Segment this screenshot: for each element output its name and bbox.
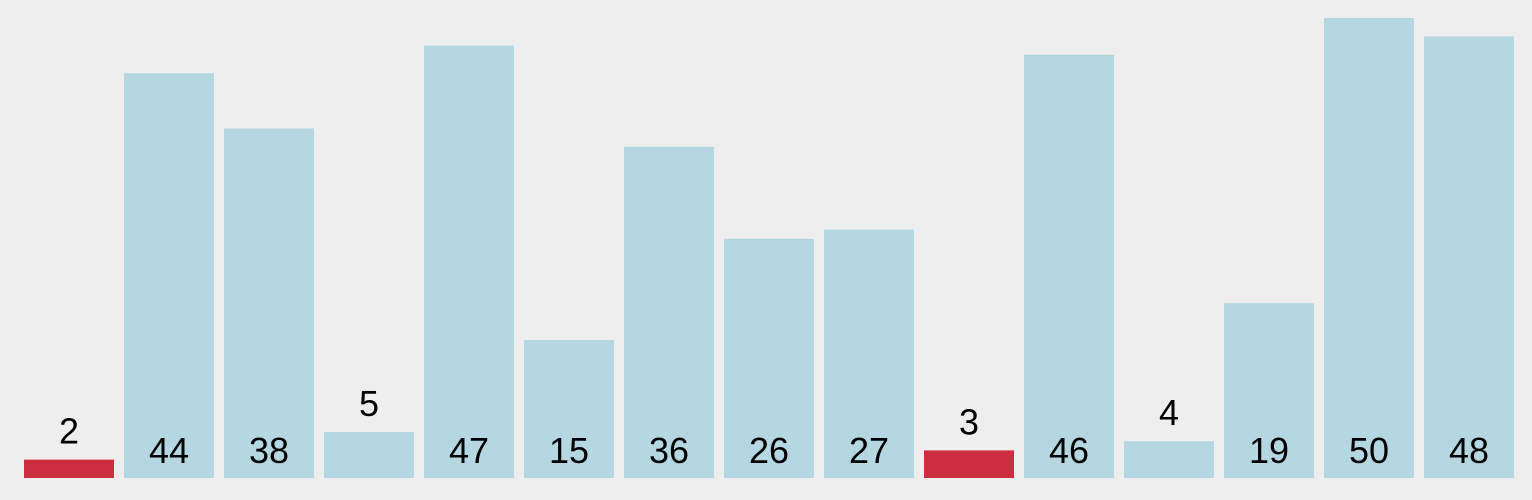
- bar: [524, 340, 614, 478]
- bar-value-label: 2: [59, 411, 79, 452]
- labels-group: 2 44 38 5 47 15 36 26 27 3 46 4 19 50 48: [59, 383, 1489, 471]
- bar-value-label: 48: [1449, 430, 1489, 471]
- bar: [324, 432, 414, 478]
- bar: [224, 128, 314, 478]
- bar-value-label: 5: [359, 383, 379, 424]
- bar: [424, 45, 514, 478]
- bar-value-label: 27: [849, 430, 889, 471]
- bar-value-label: 44: [149, 430, 189, 471]
- bar-value-label: 46: [1049, 430, 1089, 471]
- bar: [824, 229, 914, 478]
- bar-value-label: 50: [1349, 430, 1389, 471]
- bar: [624, 146, 714, 479]
- bar-value-label: 26: [749, 430, 789, 471]
- bar-value-label: 19: [1249, 430, 1289, 471]
- bar: [1024, 54, 1114, 479]
- bar-value-label: 38: [249, 430, 289, 471]
- bar-value-label: 36: [649, 430, 689, 471]
- bar: [1324, 18, 1414, 478]
- bar: [724, 238, 814, 478]
- bar: [1124, 441, 1214, 478]
- bar: [124, 73, 214, 478]
- bar-value-label: 47: [449, 430, 489, 471]
- highlighted-bar: [924, 450, 1014, 478]
- bar-value-label: 3: [959, 401, 979, 442]
- bar-value-label: 4: [1159, 392, 1179, 433]
- highlighted-bar: [24, 459, 114, 478]
- bar: [1424, 36, 1514, 479]
- bars-group: [24, 18, 1514, 479]
- bar: [1224, 303, 1314, 478]
- bar-value-label: 15: [549, 430, 589, 471]
